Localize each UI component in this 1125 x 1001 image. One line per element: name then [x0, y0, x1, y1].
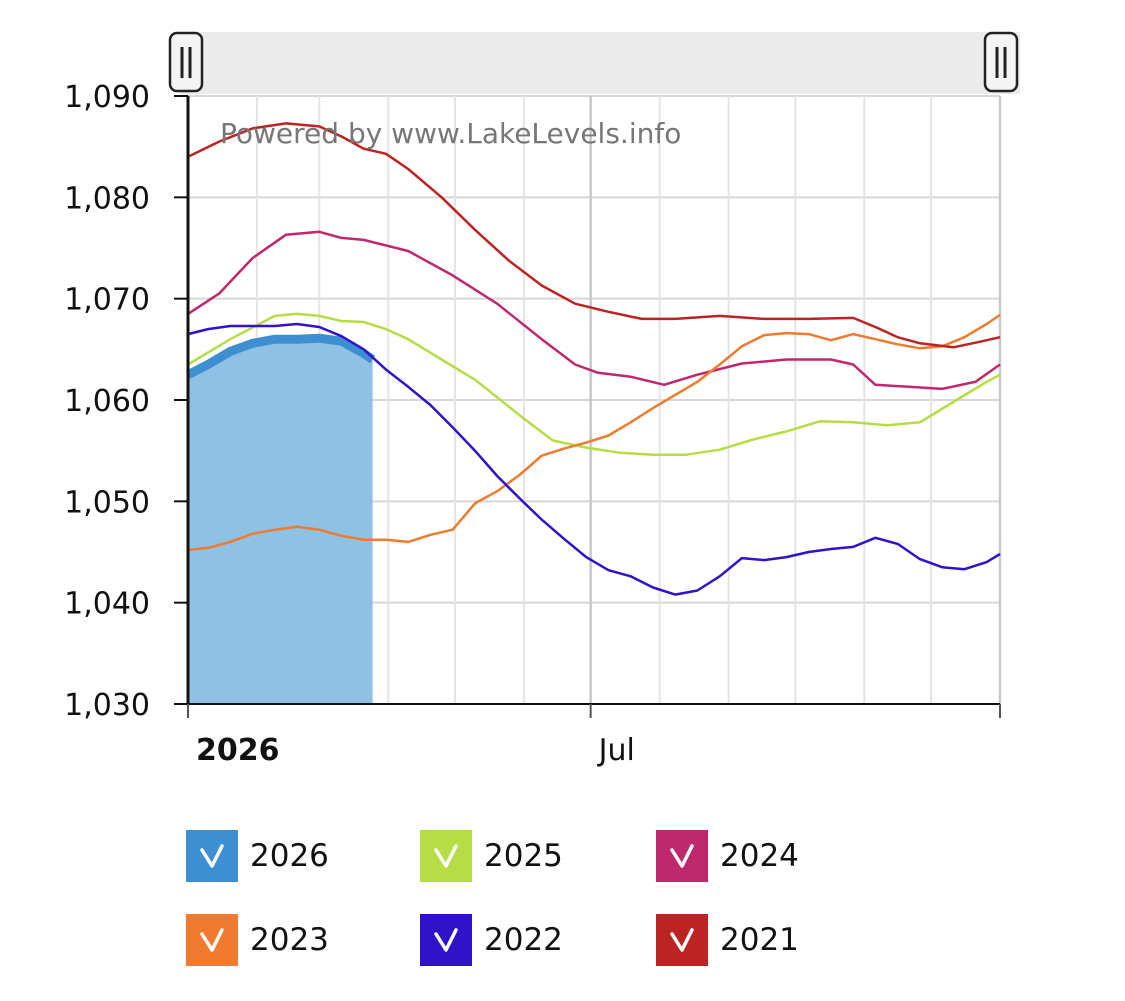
- legend-checkbox-icon[interactable]: [186, 830, 238, 882]
- tick-label-x: 2026: [196, 733, 280, 768]
- tick-label-y: 1,080: [64, 181, 150, 216]
- legend-checkbox-icon[interactable]: [420, 914, 472, 966]
- scrollbar-track[interactable]: [180, 32, 1020, 94]
- watermark-text: Powered by www.LakeLevels.info: [220, 117, 681, 150]
- legend-checkbox-icon[interactable]: [186, 914, 238, 966]
- legend-item-2023[interactable]: 2023: [186, 914, 329, 966]
- legend-checkbox-icon[interactable]: [656, 914, 708, 966]
- legend-item-2022[interactable]: 2022: [420, 914, 563, 966]
- series-2024-line: [187, 230, 1001, 391]
- series-2026-area: [188, 338, 373, 704]
- series-2025-line: [187, 312, 1001, 456]
- legend-label: 2025: [484, 838, 563, 874]
- series-2023-line: [187, 313, 1001, 552]
- legend-checkbox-icon[interactable]: [420, 830, 472, 882]
- tick-label-y: 1,050: [64, 485, 150, 520]
- tick-label-y: 1,070: [64, 283, 150, 318]
- scrollbar-right-handle[interactable]: [983, 31, 1019, 93]
- scrollbar-left-handle[interactable]: [168, 31, 204, 93]
- series-layer: [185, 122, 1001, 704]
- series-2021-line: [187, 122, 1001, 349]
- tick-label-x: Jul: [597, 733, 635, 768]
- tick-label-y: 1,090: [64, 80, 150, 115]
- legend-checkbox-icon[interactable]: [656, 830, 708, 882]
- series-2022-line: [187, 322, 1001, 596]
- legend-label: 2026: [250, 838, 329, 874]
- legend-label: 2021: [720, 922, 799, 958]
- legend-label: 2022: [484, 922, 563, 958]
- tick-label-y: 1,030: [64, 688, 150, 723]
- grid: [186, 95, 1002, 704]
- legend-item-2026[interactable]: 2026: [186, 830, 329, 882]
- series-2026-line: [185, 333, 376, 379]
- legend-item-2025[interactable]: 2025: [420, 830, 563, 882]
- legend-label: 2023: [250, 922, 329, 958]
- tick-label-y: 1,060: [64, 384, 150, 419]
- tick-labels: 1,030 1,040 1,050 1,060 1,070 1,080 1,090 2026 J…: [64, 80, 635, 768]
- range-scrollbar[interactable]: [168, 31, 1020, 94]
- axes: [174, 95, 1001, 718]
- legend-item-2024[interactable]: 2024: [656, 830, 799, 882]
- legend-item-2021[interactable]: 2021: [656, 914, 799, 966]
- tick-label-y: 1,040: [64, 587, 150, 622]
- legend-label: 2024: [720, 838, 799, 874]
